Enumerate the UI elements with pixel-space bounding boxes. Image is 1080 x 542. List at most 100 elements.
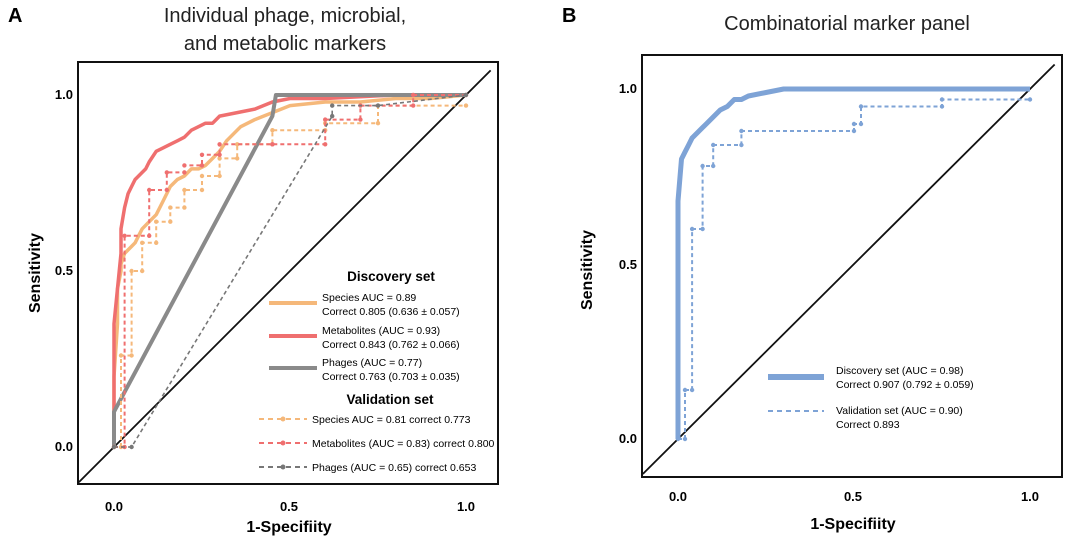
panel-a-series-5-point: [129, 444, 134, 450]
panel-a-series-line-5: [114, 94, 467, 448]
panel-b-series-1-point: [700, 226, 705, 232]
panel-a-plot-frame: [77, 61, 499, 485]
panel-a-series-3-point: [129, 268, 134, 274]
panel-a-series-3-point: [129, 353, 134, 358]
panel-a-series-4-point: [199, 163, 205, 168]
panel-b-series-1-point: [739, 142, 744, 148]
legend-b-validation-line1: Validation set (AUC = 0.90): [836, 405, 963, 417]
panel-a-series-5-point: [330, 103, 335, 108]
panel-b-legend: Discovery set (AUC = 0.98) Correct 0.907…: [768, 365, 974, 431]
legend-b-discovery-line2: Correct 0.907 (0.792 ± 0.059): [836, 379, 974, 391]
panel-a-series-group: [111, 92, 469, 450]
panel-a-series-5-point: [330, 113, 335, 119]
panel-a-series-5-point: [463, 92, 469, 98]
panel-b-series-1-point: [682, 436, 688, 442]
panel-b-series-1-point: [739, 128, 744, 134]
panel-a-xtick-0: 0.0: [105, 499, 123, 514]
panel-a-series-3-point: [168, 205, 173, 210]
panel-a-series-3-point: [463, 103, 469, 108]
panel-a-series-3-point: [182, 205, 187, 210]
legend-species-discovery-line1: Species AUC = 0.89: [322, 292, 416, 304]
panel-b-diagonal-line: [642, 63, 1056, 475]
panel-a-series-4-point: [323, 142, 328, 147]
panel-b-ylabel: Sensitivity: [579, 230, 596, 310]
panel-a-ylabel: Sensitivity: [27, 233, 44, 313]
panel-a-series-3-point: [217, 173, 222, 179]
panel-a-series-3-point: [375, 121, 381, 126]
panel-b-xtick-0: 0.0: [669, 489, 687, 504]
legend-species-validation-marker: [280, 416, 286, 422]
panel-a-ytick-1: 0.5: [55, 263, 73, 278]
panel-a-series-3-point: [154, 219, 159, 224]
panel-b-series-1-point: [851, 121, 857, 127]
panel-a-series-3-point: [168, 219, 173, 224]
panel-b-label: B: [562, 5, 576, 27]
panel-b-series-line-1: [678, 98, 1030, 440]
panel-a-series-4-point: [182, 170, 187, 175]
panel-a-series-line-0: [112, 93, 467, 447]
panel-b-series-1-point: [711, 163, 716, 169]
panel-a-legend: Discovery set Species AUC = 0.89 Correct…: [259, 269, 495, 474]
panel-a-series-4-point: [358, 117, 363, 122]
panel-a-series-3-point: [199, 173, 205, 179]
panel-b-series-1-point: [858, 104, 864, 109]
panel-a-series-4-point: [147, 233, 152, 238]
panel-a-series-4-point: [270, 142, 275, 147]
panel-a-series-3-point: [235, 156, 240, 161]
panel-a-ytick-2: 1.0: [55, 87, 73, 102]
panel-a-series-line-2: [112, 93, 466, 447]
panel-b-series-line-0: [675, 86, 1030, 439]
legend-metabolites-discovery-line2: Correct 0.843 (0.762 ± 0.066): [322, 339, 460, 351]
panel-a-series-4-point: [323, 117, 328, 122]
panel-a-series-3-point: [140, 240, 145, 245]
panel-a-series-4-point: [411, 92, 416, 98]
panel-b: B Combinatorial marker panel 0.0 0.5 1.0…: [562, 5, 1063, 533]
panel-b-xlabel: 1-Specifiity: [810, 516, 895, 533]
legend-species-discovery-line2: Correct 0.805 (0.636 ± 0.057): [322, 306, 460, 318]
panel-a-title-line-2: and metabolic markers: [184, 33, 386, 55]
panel-a-series-line-3: [114, 104, 466, 448]
legend-phages-validation-label: Phages (AUC = 0.65) correct 0.653: [312, 462, 476, 474]
panel-b-series-1-point: [711, 142, 716, 148]
legend-metabolites-discovery-line1: Metabolites (AUC = 0.93): [322, 325, 440, 337]
panel-b-plot-frame: [641, 54, 1063, 478]
panel-a-series-4-point: [147, 187, 152, 193]
panel-a-series-5-point: [111, 444, 117, 450]
legend-metabolites-validation-label: Metabolites (AUC = 0.83) correct 0.800: [312, 438, 495, 450]
panel-a-series-3-point: [154, 240, 159, 245]
legend-discovery-title: Discovery set: [347, 269, 435, 284]
legend-b-validation-line2: Correct 0.893: [836, 419, 900, 431]
panel-b-title: Combinatorial marker panel: [724, 13, 970, 35]
legend-phages-validation-marker: [280, 464, 286, 470]
panel-b-series-1-point: [700, 163, 705, 169]
panel-b-series-group: [675, 86, 1033, 442]
panel-a-ytick-0: 0.0: [55, 439, 73, 454]
panel-a-series-4-point: [164, 170, 169, 175]
panel-a-series-3-point: [118, 353, 124, 358]
panel-a-series-4-point: [164, 187, 169, 193]
panel-b-xtick-1: 0.5: [844, 489, 862, 504]
panel-a-series-4-point: [122, 233, 127, 238]
panel-a-series-4-point: [217, 142, 222, 147]
panel-b-series-1-point: [682, 387, 688, 393]
panel-a-title-line-1: Individual phage, microbial,: [164, 5, 406, 27]
panel-a-series-4-point: [182, 163, 187, 168]
panel-a-series-5-point: [375, 103, 381, 108]
panel-a-xlabel: 1-Specifiity: [246, 519, 331, 536]
panel-a-series-3-point: [217, 156, 222, 161]
panel-a-xtick-2: 1.0: [457, 499, 475, 514]
legend-phages-discovery-line2: Correct 0.763 (0.703 ± 0.035): [322, 371, 460, 383]
panel-a-series-4-point: [411, 103, 416, 108]
panel-b-ytick-2: 1.0: [619, 81, 637, 96]
panel-a-xtick-1: 0.5: [280, 499, 298, 514]
panel-a-series-4-point: [199, 152, 205, 157]
panel-a-diagonal-line: [78, 69, 492, 483]
panel-a-label: A: [8, 5, 22, 27]
legend-metabolites-validation-marker: [280, 440, 286, 446]
panel-a: A Individual phage, microbial, and metab…: [8, 5, 499, 536]
panel-a-series-3-point: [235, 142, 240, 147]
panel-a-series-3-point: [182, 187, 187, 193]
panel-b-series-1-point: [689, 226, 695, 232]
panel-a-series-3-point: [140, 268, 145, 274]
